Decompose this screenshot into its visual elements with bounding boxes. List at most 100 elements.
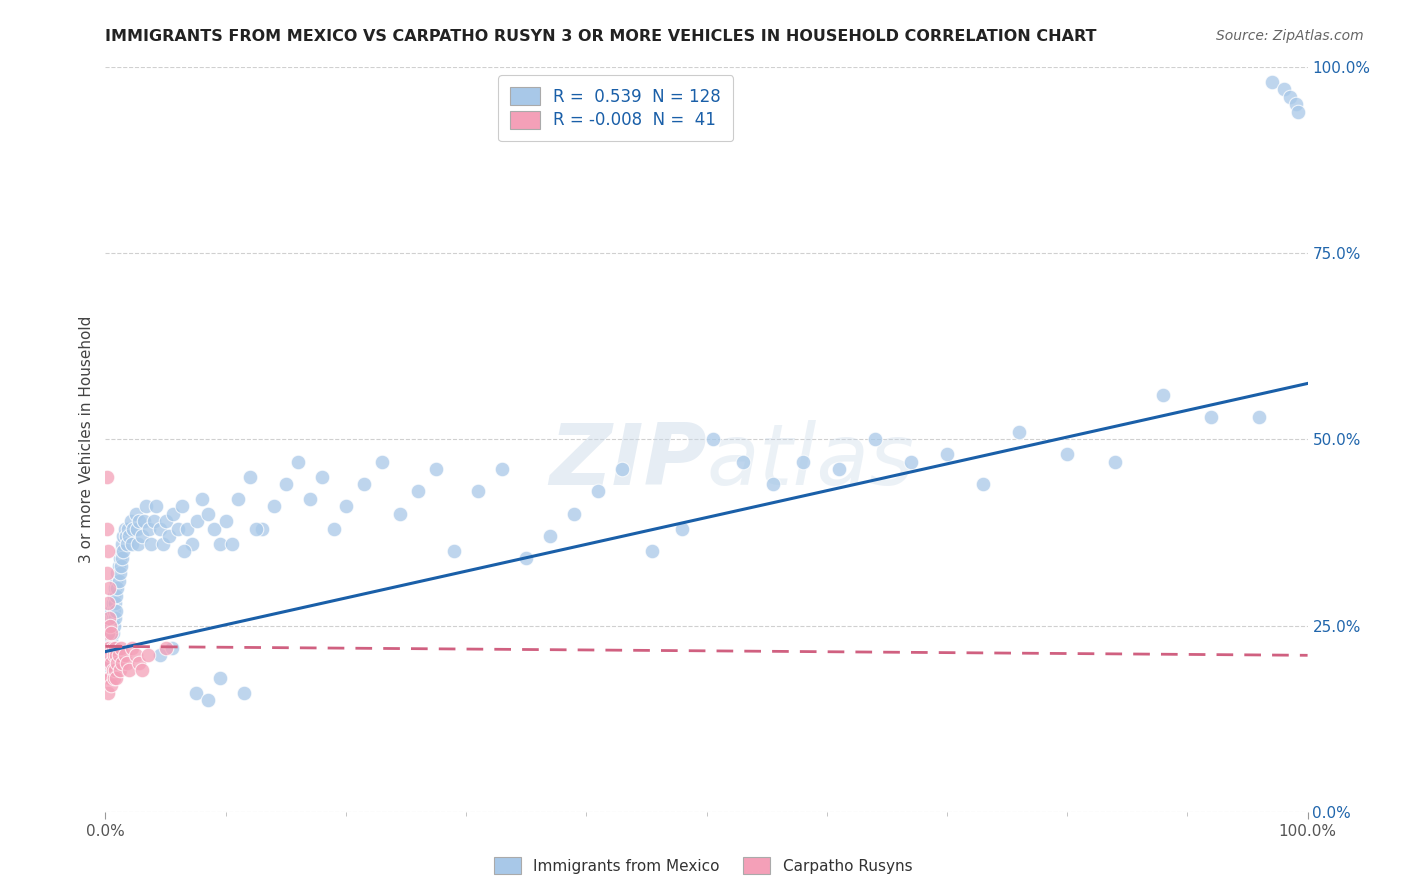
Point xyxy=(96,566,118,581)
Point xyxy=(128,514,150,528)
Point xyxy=(117,522,139,536)
Point xyxy=(138,522,160,536)
Point xyxy=(128,656,150,670)
Point xyxy=(641,544,664,558)
Point xyxy=(98,671,121,685)
Point xyxy=(98,618,121,632)
Point xyxy=(162,507,184,521)
Point xyxy=(97,626,120,640)
Point xyxy=(245,522,267,536)
Point xyxy=(538,529,561,543)
Point xyxy=(936,447,959,461)
Point xyxy=(96,640,118,655)
Point xyxy=(97,685,120,699)
Point xyxy=(131,663,153,677)
Point xyxy=(121,640,143,655)
Point xyxy=(101,640,124,655)
Point xyxy=(139,536,162,550)
Point xyxy=(1272,82,1295,96)
Point xyxy=(274,477,297,491)
Text: IMMIGRANTS FROM MEXICO VS CARPATHO RUSYN 3 OR MORE VEHICLES IN HOUSEHOLD CORRELA: IMMIGRANTS FROM MEXICO VS CARPATHO RUSYN… xyxy=(105,29,1097,44)
Point xyxy=(176,522,198,536)
Point xyxy=(124,507,146,521)
Point xyxy=(125,522,148,536)
Point xyxy=(155,514,177,528)
Point xyxy=(1056,447,1078,461)
Point xyxy=(1201,409,1223,424)
Point xyxy=(214,514,236,528)
Point xyxy=(491,462,513,476)
Point xyxy=(311,469,333,483)
Point xyxy=(972,477,994,491)
Point xyxy=(97,596,120,610)
Point xyxy=(115,529,138,543)
Point xyxy=(97,648,120,663)
Point xyxy=(98,618,121,632)
Point xyxy=(101,596,124,610)
Point xyxy=(103,589,125,603)
Point xyxy=(1260,75,1282,89)
Point xyxy=(900,455,922,469)
Point xyxy=(111,536,134,550)
Point xyxy=(371,455,394,469)
Point xyxy=(114,648,136,663)
Point xyxy=(762,477,785,491)
Point xyxy=(107,558,129,573)
Point xyxy=(322,522,344,536)
Point xyxy=(142,514,165,528)
Point xyxy=(122,522,145,536)
Point xyxy=(197,507,219,521)
Point xyxy=(96,469,118,483)
Point xyxy=(105,574,128,588)
Point xyxy=(98,611,121,625)
Point xyxy=(98,656,121,670)
Point xyxy=(100,633,122,648)
Point xyxy=(232,685,254,699)
Point xyxy=(335,500,357,514)
Point xyxy=(96,640,118,655)
Legend: R =  0.539  N = 128, R = -0.008  N =  41: R = 0.539 N = 128, R = -0.008 N = 41 xyxy=(499,75,733,141)
Point xyxy=(250,522,273,536)
Point xyxy=(107,648,129,663)
Point xyxy=(166,522,188,536)
Point xyxy=(221,536,243,550)
Point xyxy=(136,648,159,663)
Point xyxy=(173,544,195,558)
Point xyxy=(792,455,814,469)
Point xyxy=(104,640,127,655)
Point xyxy=(112,544,135,558)
Point xyxy=(239,469,262,483)
Point xyxy=(515,551,537,566)
Point xyxy=(100,678,122,692)
Point xyxy=(115,536,138,550)
Point xyxy=(148,522,170,536)
Point xyxy=(98,640,121,655)
Point xyxy=(1249,409,1271,424)
Point xyxy=(124,648,146,663)
Point xyxy=(190,491,212,506)
Point xyxy=(298,491,321,506)
Point xyxy=(226,491,249,506)
Point xyxy=(406,484,429,499)
Point xyxy=(828,462,851,476)
Point xyxy=(107,656,129,670)
Point xyxy=(107,566,129,581)
Point xyxy=(100,656,122,670)
Point xyxy=(110,640,132,655)
Point xyxy=(186,514,208,528)
Point xyxy=(105,671,128,685)
Text: atlas: atlas xyxy=(707,420,914,503)
Point xyxy=(1104,455,1126,469)
Point xyxy=(101,611,124,625)
Point xyxy=(100,648,122,663)
Point xyxy=(100,604,122,618)
Point xyxy=(104,582,127,596)
Point xyxy=(112,529,135,543)
Point xyxy=(105,648,128,663)
Legend: Immigrants from Mexico, Carpatho Rusyns: Immigrants from Mexico, Carpatho Rusyns xyxy=(488,851,918,880)
Point xyxy=(145,500,167,514)
Text: Source: ZipAtlas.com: Source: ZipAtlas.com xyxy=(1216,29,1364,43)
Point xyxy=(152,536,174,550)
Point xyxy=(118,663,141,677)
Point xyxy=(731,455,754,469)
